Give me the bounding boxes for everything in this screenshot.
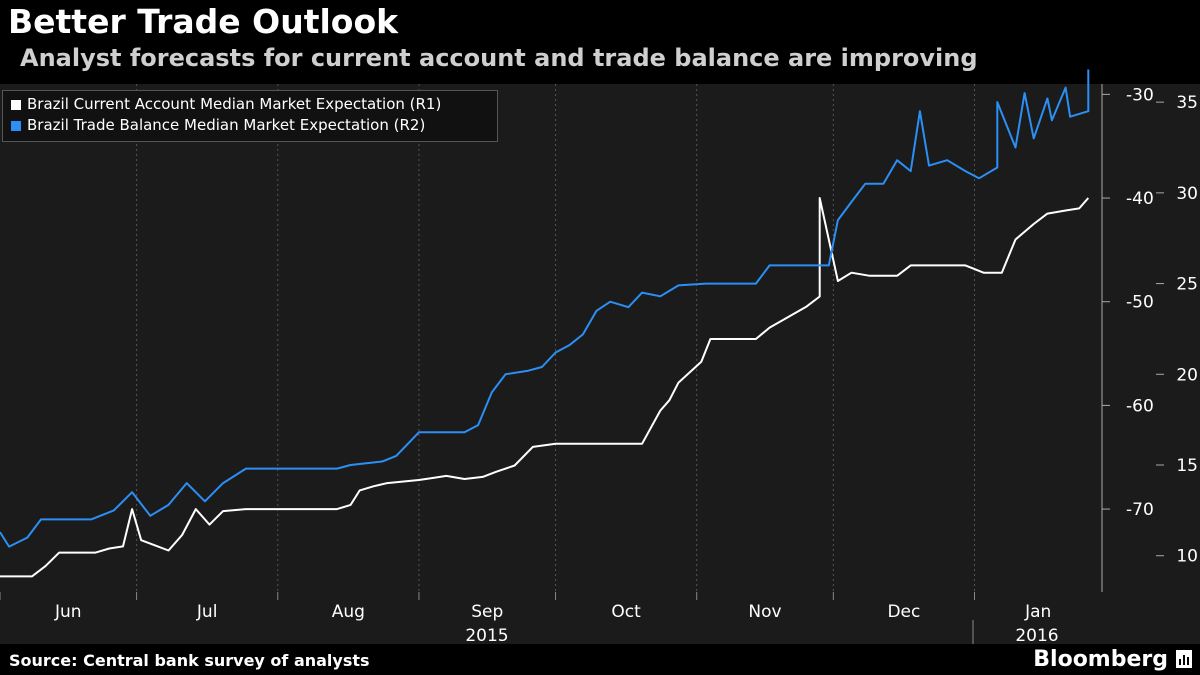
legend-label-current-account: Brazil Current Account Median Market Exp… xyxy=(27,95,442,113)
legend-item-current-account: Brazil Current Account Median Market Exp… xyxy=(11,94,441,114)
r1-tick-label: -60 xyxy=(1126,396,1154,416)
chart-subtitle: Analyst forecasts for current account an… xyxy=(20,44,978,72)
x-tick-label: Dec xyxy=(887,602,920,622)
bloomberg-chart-icon xyxy=(1176,650,1192,668)
series-line-trade-balance xyxy=(0,69,1090,548)
x-tick-label: Nov xyxy=(748,602,781,622)
r1-tick-label: -50 xyxy=(1126,293,1154,313)
r1-tick-label: -70 xyxy=(1126,500,1154,520)
x-tick-label: Aug xyxy=(332,602,365,622)
x-tick-label: Oct xyxy=(611,602,641,622)
r2-tick-label: 25 xyxy=(1176,275,1198,295)
year-label-2015: 2015 xyxy=(465,626,508,646)
legend-swatch-trade-balance xyxy=(11,121,21,131)
r2-tick-label: 30 xyxy=(1176,184,1198,204)
x-tick-label: Jul xyxy=(196,602,218,622)
x-tick-label: Sep xyxy=(471,602,503,622)
legend-label-trade-balance: Brazil Trade Balance Median Market Expec… xyxy=(27,116,426,134)
legend-item-trade-balance: Brazil Trade Balance Median Market Expec… xyxy=(11,115,425,135)
plot-area xyxy=(0,84,1200,644)
r2-tick-label: 35 xyxy=(1176,93,1198,113)
r1-tick-label: -40 xyxy=(1126,189,1154,209)
r2-tick-label: 15 xyxy=(1176,456,1198,476)
legend-swatch-current-account xyxy=(11,100,21,110)
brand-logo: Bloomberg xyxy=(1033,647,1168,672)
r2-tick-label: 10 xyxy=(1176,547,1198,567)
footer: Source: Central bank survey of analysts … xyxy=(0,644,1200,675)
r2-tick-label: 20 xyxy=(1176,365,1198,385)
x-tick-label: Jan xyxy=(1024,602,1051,622)
legend: Brazil Current Account Median Market Exp… xyxy=(2,90,498,142)
chart-title: Better Trade Outlook xyxy=(8,2,399,41)
series-line-current-account xyxy=(0,197,1090,578)
source-note: Source: Central bank survey of analysts xyxy=(9,651,370,670)
x-tick-label: Jun xyxy=(54,602,82,622)
r1-tick-label: -30 xyxy=(1126,85,1154,105)
year-label-2016: 2016 xyxy=(1015,626,1058,646)
